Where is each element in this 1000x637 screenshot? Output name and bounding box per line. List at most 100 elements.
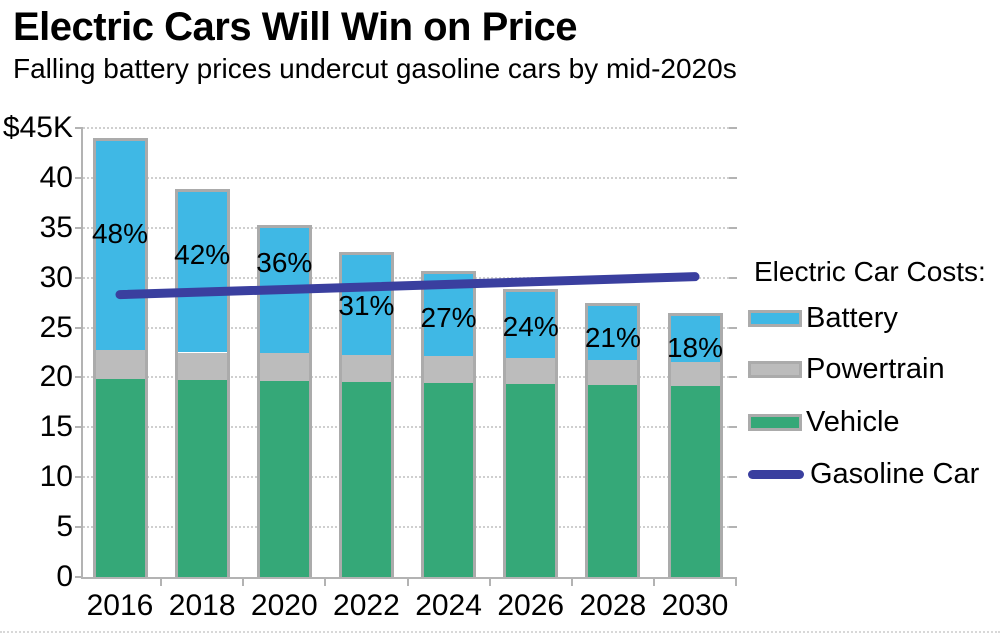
y-axis-label: 15: [39, 410, 73, 444]
bar-segment-battery: [670, 315, 720, 363]
bar-segment-powertrain: [177, 352, 227, 381]
y-axis-line: [81, 128, 83, 579]
y-axis-left-tick: [75, 127, 83, 129]
bar-2022: [338, 251, 394, 577]
x-axis-label: 2016: [86, 589, 154, 622]
y-axis-label: 30: [39, 260, 73, 294]
y-axis-left-tick: [75, 576, 83, 578]
x-axis-label: 2026: [497, 589, 565, 622]
bar-2016: [92, 137, 148, 577]
bar-segment-vehicle: [588, 385, 638, 577]
bar-segment-battery: [177, 191, 227, 353]
legend-item-powertrain: Powertrain: [748, 352, 945, 386]
battery-share-label: 27%: [420, 302, 477, 334]
x-axis-label: 2018: [168, 589, 236, 622]
y-axis-label: $45K: [2, 111, 73, 144]
x-axis-label: 2024: [415, 589, 482, 622]
gridline: [83, 326, 737, 329]
x-axis-label: 2028: [579, 589, 647, 622]
battery-share-label: 24%: [502, 311, 559, 343]
bar-segment-vehicle: [95, 379, 145, 577]
y-axis-right-tick: [729, 127, 737, 129]
gridline: [83, 426, 737, 429]
y-axis-left-tick: [75, 526, 83, 529]
y-axis-left-tick: [75, 376, 83, 379]
bar-segment-powertrain: [95, 349, 145, 380]
bar-segment-powertrain: [506, 358, 556, 385]
y-axis-left-tick: [75, 476, 83, 479]
y-axis-label: 25: [39, 310, 73, 344]
gridline: [83, 226, 737, 229]
y-axis-label: 20: [39, 360, 73, 394]
bar-segment-powertrain: [588, 360, 638, 386]
y-axis-right-tick: [729, 226, 737, 229]
bar-segment-vehicle: [424, 383, 474, 577]
bar-2026: [503, 288, 559, 577]
powertrain-swatch: [748, 360, 802, 378]
y-axis-label: 40: [39, 160, 73, 194]
y-axis-label: 5: [56, 510, 73, 544]
gridline: [83, 526, 737, 529]
bar-segment-battery: [95, 140, 145, 350]
y-axis-left-tick: [75, 276, 83, 279]
bar-2030: [667, 312, 723, 577]
y-axis-left-tick: [75, 176, 83, 179]
legend-heading: Electric Car Costs:: [754, 256, 986, 287]
battery-share-label: 36%: [256, 246, 313, 278]
legend-label-battery: Battery: [806, 301, 898, 334]
bar-segment-vehicle: [341, 382, 391, 577]
y-axis-right-tick: [729, 426, 737, 429]
x-axis-tick: [242, 577, 245, 586]
legend-item-gasoline-car: Gasoline Car: [748, 457, 979, 491]
legend-label-powertrain: Powertrain: [806, 352, 945, 385]
x-axis-label: 2020: [250, 589, 318, 622]
x-axis-tick: [488, 577, 491, 586]
bar-2018: [174, 188, 230, 577]
y-axis-label: 35: [39, 210, 73, 244]
y-axis-right-tick: [729, 526, 737, 529]
bottom-dotted-rule: [0, 631, 1000, 633]
bar-segment-powertrain: [670, 362, 720, 387]
y-axis-right-tick: [729, 376, 737, 379]
bar-segment-battery: [341, 254, 391, 356]
gridline: [83, 127, 737, 129]
chart-title: Electric Cars Will Win on Price: [13, 5, 577, 49]
battery-share-label: 42%: [174, 239, 231, 271]
bar-segment-vehicle: [259, 381, 309, 577]
battery-share-label: 18%: [666, 332, 724, 364]
y-axis-right-tick: [729, 476, 737, 479]
bar-segment-vehicle: [177, 380, 227, 577]
battery-share-label: 48%: [91, 218, 149, 250]
x-axis-tick: [652, 577, 655, 586]
y-axis-right-tick: [729, 276, 737, 279]
gasoline-line-swatch: [748, 469, 804, 479]
bar-segment-battery: [506, 291, 556, 359]
vehicle-swatch: [748, 413, 802, 431]
chart-subtitle: Falling battery prices undercut gasoline…: [13, 53, 737, 84]
gridline: [83, 476, 737, 479]
y-axis-label: 0: [56, 560, 73, 593]
bar-2028: [585, 302, 641, 577]
legend-item-vehicle: Vehicle: [748, 405, 900, 439]
bar-segment-vehicle: [670, 386, 720, 577]
battery-swatch: [748, 309, 802, 327]
legend-label-vehicle: Vehicle: [806, 405, 900, 438]
bar-segment-vehicle: [506, 384, 556, 577]
legend-item-battery: Battery: [748, 301, 898, 335]
battery-share-label: 31%: [338, 290, 395, 322]
y-axis-left-tick: [75, 426, 83, 429]
legend: Electric Car Costs: Battery Powertrain V…: [748, 256, 998, 516]
bar-segment-powertrain: [341, 355, 391, 383]
bar-segment-powertrain: [259, 353, 309, 382]
x-axis-tick: [324, 577, 327, 586]
bar-segment-battery: [588, 305, 638, 361]
y-axis-label: 10: [39, 460, 73, 494]
x-axis-tick: [160, 577, 163, 586]
x-axis-tick: [570, 577, 573, 586]
gridline: [83, 176, 737, 179]
gridline: [83, 376, 737, 379]
x-axis-tick: [406, 577, 409, 586]
bar-segment-powertrain: [424, 356, 474, 384]
